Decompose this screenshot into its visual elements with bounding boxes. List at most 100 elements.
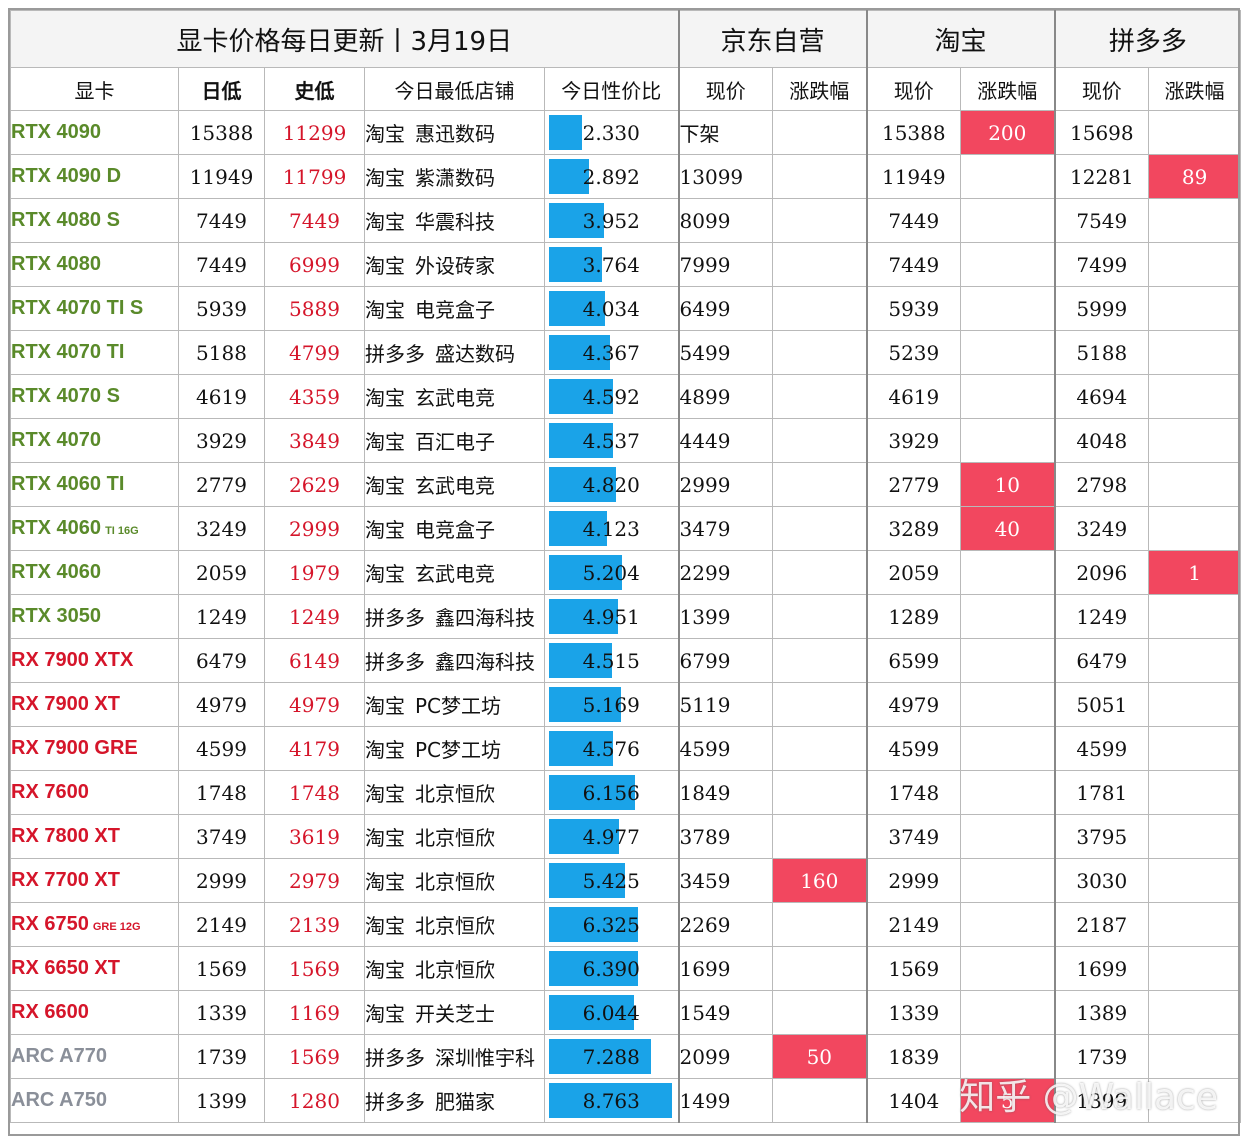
hist-low: 1569 <box>264 946 365 991</box>
shop-platform: 淘宝 <box>365 694 406 718</box>
value-number: 8.763 <box>582 1088 640 1113</box>
pdd-change <box>1148 330 1242 375</box>
platform-jd-header: 京东自营 <box>677 10 868 68</box>
lowest-shop: 淘宝 电竞盒子 <box>364 286 545 331</box>
shop-name: 肥猫家 <box>435 1090 495 1114</box>
value-number: 6.044 <box>582 1000 640 1025</box>
value-bar <box>549 247 602 282</box>
pdd-price: 2798 <box>1053 462 1150 507</box>
card-model: RX 7900 XTX <box>11 649 134 671</box>
pdd-price: 4048 <box>1053 418 1150 463</box>
value-ratio: 4.123 <box>543 506 680 551</box>
day-low: 3249 <box>178 506 265 551</box>
pdd-change: 89 <box>1148 154 1242 199</box>
shop-platform: 淘宝 <box>365 562 406 586</box>
hist-low: 1979 <box>264 550 365 595</box>
pdd-price: 1739 <box>1053 1034 1150 1079</box>
hist-low: 1249 <box>264 594 365 639</box>
jd-change <box>772 418 868 463</box>
jd-price: 5119 <box>677 682 774 727</box>
value-ratio: 7.288 <box>543 1034 680 1079</box>
pdd-price: 4694 <box>1053 374 1150 419</box>
pdd-change <box>1148 1078 1242 1123</box>
day-low: 15388 <box>178 110 265 155</box>
card-name: RTX 4060 TI 16G <box>10 506 179 551</box>
pdd-price: 1781 <box>1053 770 1150 815</box>
card-name: RX 6600 <box>10 990 179 1035</box>
pdd-change <box>1148 110 1242 155</box>
value-number: 4.515 <box>582 648 640 673</box>
value-number: 3.952 <box>582 208 640 233</box>
pdd-change <box>1148 198 1242 243</box>
shop-platform: 淘宝 <box>365 782 406 806</box>
shop-platform: 拼多多 <box>365 1090 426 1114</box>
shop-platform: 淘宝 <box>365 298 406 322</box>
hist-low: 4979 <box>264 682 365 727</box>
shop-platform: 拼多多 <box>365 342 426 366</box>
platform-pdd-header: 拼多多 <box>1053 10 1242 68</box>
card-name: RTX 4070 S <box>10 374 179 419</box>
day-low: 6479 <box>178 638 265 683</box>
tb-price: 1839 <box>865 1034 962 1079</box>
col-header-tb-change: 涨跌幅 <box>960 67 1056 111</box>
card-model: RTX 4070 TI S <box>11 297 144 319</box>
card-model: RTX 4070 S <box>11 385 120 407</box>
card-model: RTX 4090 <box>11 121 102 143</box>
value-number: 6.156 <box>582 780 640 805</box>
pdd-price: 4599 <box>1053 726 1150 771</box>
day-low: 2059 <box>178 550 265 595</box>
card-variant: GRE 12G <box>92 921 141 933</box>
hist-low: 1169 <box>264 990 365 1035</box>
pdd-price: 1399 <box>1053 1078 1150 1123</box>
value-ratio: 3.764 <box>543 242 680 287</box>
lowest-shop: 拼多多 鑫四海科技 <box>364 638 545 683</box>
col-header-hist-low: 史低 <box>264 67 365 111</box>
shop-name: PC梦工坊 <box>415 694 502 718</box>
jd-change <box>772 286 868 331</box>
jd-price: 1849 <box>677 770 774 815</box>
shop-platform: 淘宝 <box>365 738 406 762</box>
tb-price: 1748 <box>865 770 962 815</box>
value-bar <box>549 423 613 458</box>
day-low: 4599 <box>178 726 265 771</box>
pdd-change <box>1148 374 1242 419</box>
hist-low: 1280 <box>264 1078 365 1123</box>
pdd-price: 15698 <box>1053 110 1150 155</box>
shop-platform: 淘宝 <box>365 122 406 146</box>
value-ratio: 2.892 <box>543 154 680 199</box>
value-ratio: 5.169 <box>543 682 680 727</box>
hist-low: 3619 <box>264 814 365 859</box>
tb-change <box>960 946 1056 991</box>
pdd-price: 7549 <box>1053 198 1150 243</box>
jd-price: 1499 <box>677 1078 774 1123</box>
day-low: 3749 <box>178 814 265 859</box>
jd-change <box>772 1078 868 1123</box>
jd-change <box>772 154 868 199</box>
table-row: RTX 4070 S 4619 4359 淘宝 玄武电竞 4.592 4899 4619 469… <box>10 374 1242 419</box>
shop-name: 北京恒欣 <box>415 870 495 894</box>
table-row: ARC A750 1399 1280 拼多多 肥猫家 8.763 1499 1404 5 1399 <box>10 1078 1242 1123</box>
jd-price: 6799 <box>677 638 774 683</box>
value-ratio: 6.156 <box>543 770 680 815</box>
jd-change <box>772 946 868 991</box>
shop-name: 紫潇数码 <box>415 166 495 190</box>
shop-name: 北京恒欣 <box>415 826 495 850</box>
tb-price: 4619 <box>865 374 962 419</box>
shop-name: 开关芝士 <box>415 1002 495 1026</box>
value-number: 4.537 <box>582 428 640 453</box>
col-header-tb-price: 现价 <box>865 67 962 111</box>
tb-change: 40 <box>960 506 1056 551</box>
pdd-change <box>1148 594 1242 639</box>
shop-platform: 淘宝 <box>365 210 406 234</box>
card-name: RTX 4090 D <box>10 154 179 199</box>
jd-price: 13099 <box>677 154 774 199</box>
value-number: 4.576 <box>582 736 640 761</box>
value-ratio: 4.515 <box>543 638 680 683</box>
pdd-price: 1389 <box>1053 990 1150 1035</box>
value-ratio: 6.390 <box>543 946 680 991</box>
value-bar <box>549 115 582 150</box>
pdd-change: 1 <box>1148 550 1242 595</box>
tb-price: 5939 <box>865 286 962 331</box>
shop-name: 盛达数码 <box>435 342 515 366</box>
shop-platform: 淘宝 <box>365 518 406 542</box>
